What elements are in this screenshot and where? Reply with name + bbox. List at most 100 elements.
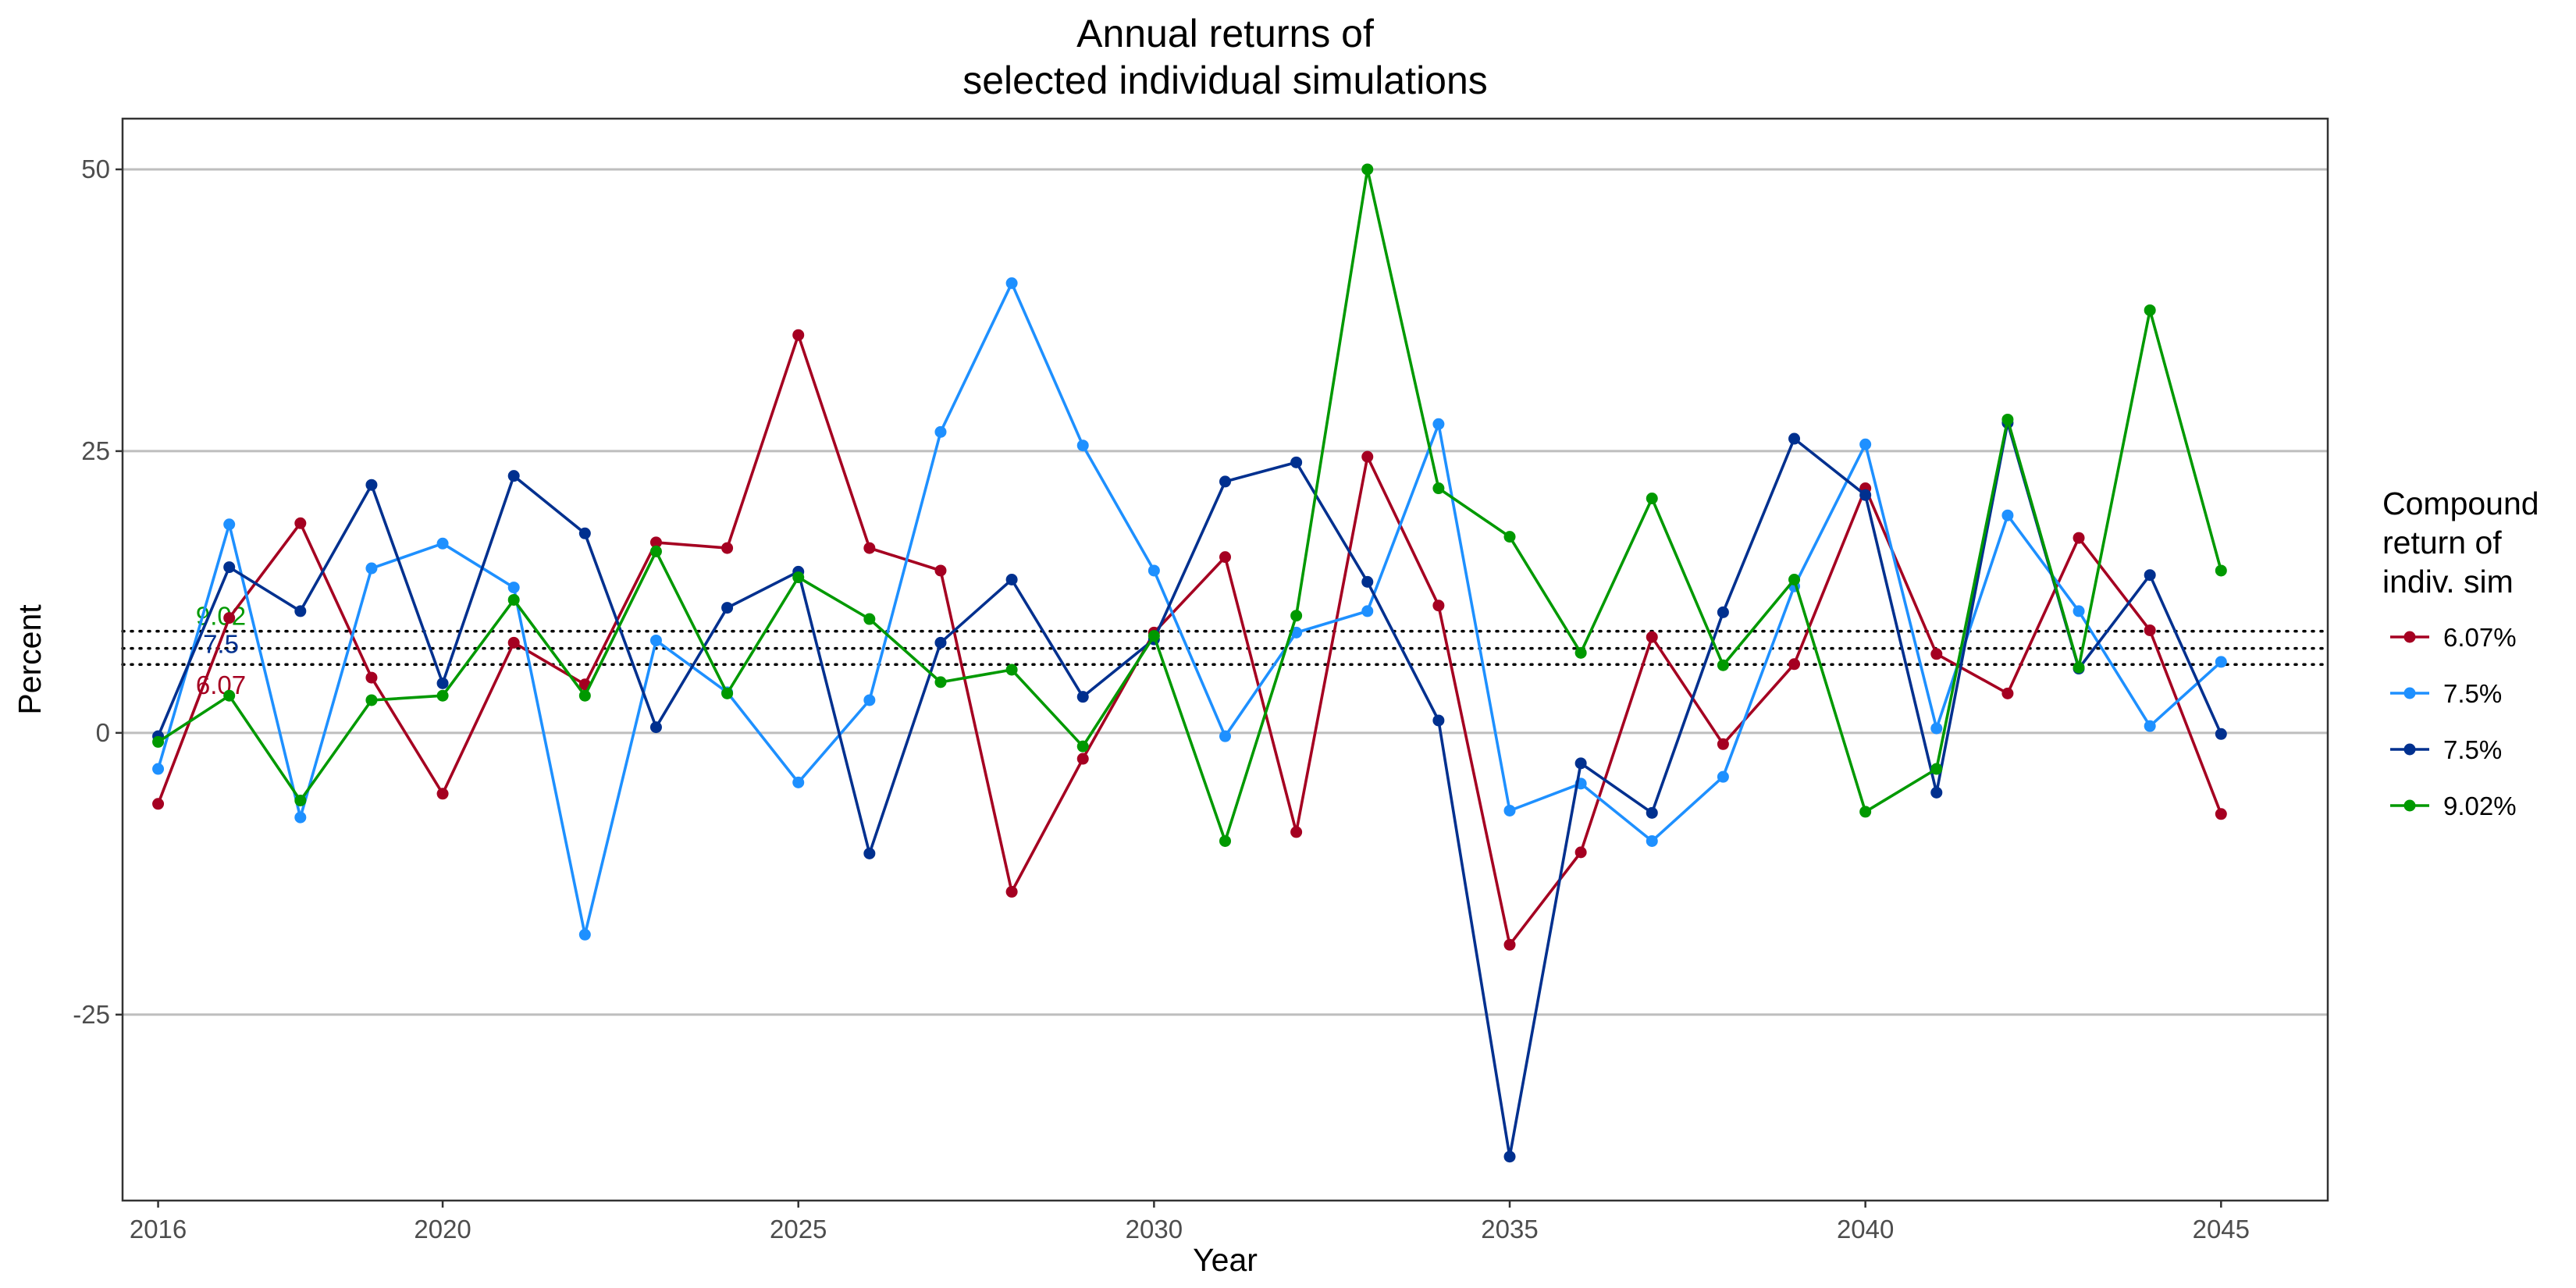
data-point [1717, 659, 1729, 671]
legend-item: 9.02% [2390, 792, 2517, 820]
data-point [1005, 277, 1018, 290]
data-point [365, 671, 378, 684]
data-point [294, 605, 307, 617]
data-point [863, 694, 876, 706]
data-point [365, 694, 378, 706]
data-point [649, 536, 662, 549]
data-point [1788, 573, 1801, 585]
legend-item: 7.5% [2390, 679, 2502, 708]
data-point [223, 612, 236, 624]
data-point [1219, 475, 1231, 488]
data-point [578, 527, 591, 539]
data-point [1361, 163, 1374, 176]
data-point [1147, 564, 1160, 577]
data-point [1076, 439, 1089, 452]
data-point [1503, 1151, 1516, 1163]
data-point [507, 636, 520, 649]
x-tick-label: 2045 [2193, 1215, 2250, 1244]
chart-title-line: Annual returns of [1076, 12, 1374, 55]
data-point [792, 329, 805, 341]
y-tick-label: 0 [96, 718, 110, 747]
data-point [863, 847, 876, 859]
data-point [1503, 531, 1516, 543]
data-point [294, 811, 307, 824]
series-3 [152, 163, 2227, 847]
data-point [721, 602, 734, 614]
data-point [436, 788, 449, 800]
data-point [1574, 846, 1587, 859]
data-point [721, 542, 734, 554]
y-tick-label: -25 [73, 1000, 110, 1029]
series-line [157, 168, 2223, 843]
data-point [578, 689, 591, 702]
data-point [1788, 432, 1801, 445]
series-0 [152, 329, 2227, 951]
data-point [649, 545, 662, 557]
gridlines [123, 168, 2328, 1016]
legend-item: 6.07% [2390, 623, 2517, 652]
data-point [1432, 600, 1445, 612]
data-point [507, 582, 520, 594]
data-point [721, 687, 734, 699]
x-tick-label: 2040 [1837, 1215, 1894, 1244]
data-point [1646, 834, 1658, 847]
reference-line-label: 7.5 [203, 630, 239, 659]
data-point [1930, 763, 1943, 775]
data-point [1005, 573, 1018, 585]
data-point [1005, 664, 1018, 676]
data-point [1219, 551, 1231, 564]
series-line [156, 421, 2222, 1158]
data-point [1717, 770, 1729, 783]
x-tick-label: 2016 [130, 1215, 187, 1244]
data-point [1717, 606, 1729, 618]
data-point [2215, 564, 2227, 577]
data-point [1219, 834, 1231, 847]
data-point [2073, 532, 2085, 544]
data-point [1290, 610, 1303, 622]
data-point [1005, 885, 1018, 898]
data-point [1076, 691, 1089, 703]
legend-label: 7.5% [2443, 679, 2502, 708]
data-point [863, 613, 876, 625]
data-point [294, 794, 307, 806]
chart-title-line: selected individual simulations [962, 59, 1488, 102]
data-point [152, 763, 165, 775]
data-point [792, 571, 805, 584]
x-axis: 2016 2020 2025 2030 2035 2040 2045 [130, 1201, 2250, 1244]
data-point [934, 564, 947, 577]
y-axis-title: Percent [12, 604, 48, 715]
data-point [1361, 450, 1374, 463]
data-point [436, 677, 449, 689]
plot-panel [123, 119, 2328, 1201]
legend-label: 9.02% [2443, 792, 2517, 820]
data-point [1646, 493, 1658, 505]
data-point [223, 689, 236, 702]
x-tick-label: 2030 [1126, 1215, 1183, 1244]
y-axis: -25 0 25 50 [73, 155, 123, 1029]
legend-title-line: Compound [2382, 486, 2539, 521]
data-point [1503, 804, 1516, 817]
data-point [934, 676, 947, 688]
legend-label: 7.5% [2443, 735, 2502, 764]
data-point [2001, 509, 2014, 521]
y-tick-label: 25 [81, 436, 110, 465]
x-tick-label: 2035 [1481, 1215, 1538, 1244]
data-point [1930, 786, 1943, 799]
data-point [294, 517, 307, 529]
data-point [2144, 569, 2156, 582]
data-point [2001, 413, 2014, 425]
data-point [436, 689, 449, 702]
data-point [1859, 806, 1872, 818]
data-point [436, 537, 449, 550]
data-point [1503, 938, 1516, 951]
data-point [365, 479, 378, 491]
data-point [1930, 722, 1943, 735]
data-point [223, 518, 236, 531]
legend-item: 7.5% [2390, 735, 2502, 764]
legend-key-point [2403, 799, 2416, 812]
y-tick-label: 50 [81, 155, 110, 183]
data-point [1646, 806, 1658, 819]
legend-title-line: return of [2382, 525, 2502, 560]
